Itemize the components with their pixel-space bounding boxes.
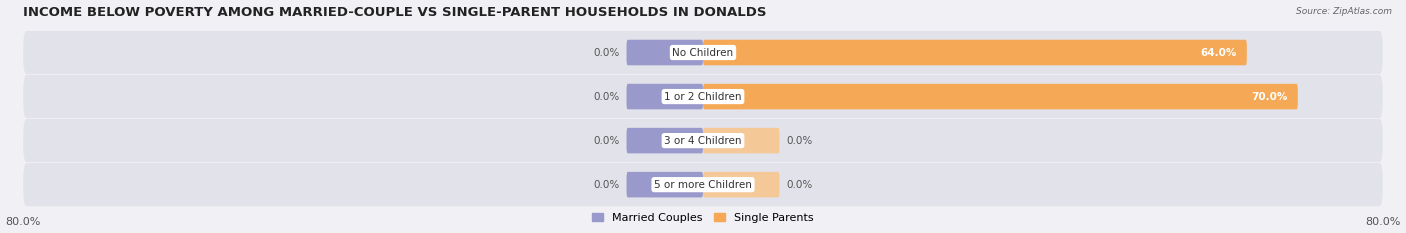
FancyBboxPatch shape: [24, 31, 1382, 74]
Text: Source: ZipAtlas.com: Source: ZipAtlas.com: [1296, 7, 1392, 16]
FancyBboxPatch shape: [24, 119, 1382, 162]
Text: 64.0%: 64.0%: [1201, 48, 1237, 58]
Text: 5 or more Children: 5 or more Children: [654, 180, 752, 190]
Legend: Married Couples, Single Parents: Married Couples, Single Parents: [592, 213, 814, 223]
Text: 1 or 2 Children: 1 or 2 Children: [664, 92, 742, 102]
FancyBboxPatch shape: [24, 163, 1382, 206]
Text: 0.0%: 0.0%: [593, 180, 620, 190]
Text: 3 or 4 Children: 3 or 4 Children: [664, 136, 742, 146]
Text: 0.0%: 0.0%: [786, 180, 813, 190]
Text: 70.0%: 70.0%: [1251, 92, 1288, 102]
Text: 0.0%: 0.0%: [593, 136, 620, 146]
FancyBboxPatch shape: [627, 172, 703, 197]
Text: 0.0%: 0.0%: [593, 48, 620, 58]
Text: No Children: No Children: [672, 48, 734, 58]
Text: 0.0%: 0.0%: [786, 136, 813, 146]
Text: INCOME BELOW POVERTY AMONG MARRIED-COUPLE VS SINGLE-PARENT HOUSEHOLDS IN DONALDS: INCOME BELOW POVERTY AMONG MARRIED-COUPL…: [24, 6, 766, 19]
FancyBboxPatch shape: [703, 128, 779, 153]
FancyBboxPatch shape: [627, 40, 703, 65]
FancyBboxPatch shape: [627, 84, 703, 109]
FancyBboxPatch shape: [24, 75, 1382, 118]
Text: 0.0%: 0.0%: [593, 92, 620, 102]
FancyBboxPatch shape: [703, 84, 1298, 109]
FancyBboxPatch shape: [703, 40, 1247, 65]
FancyBboxPatch shape: [703, 172, 779, 197]
FancyBboxPatch shape: [627, 128, 703, 153]
